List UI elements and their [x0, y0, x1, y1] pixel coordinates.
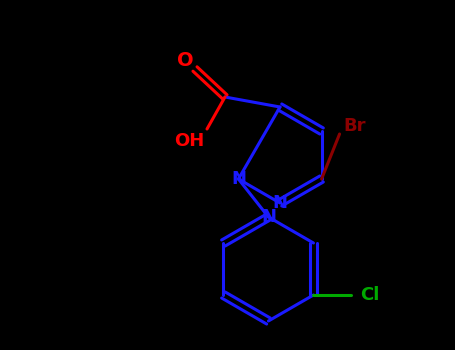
Text: Cl: Cl — [360, 286, 379, 304]
Text: Br: Br — [344, 117, 366, 135]
Text: N: N — [273, 194, 288, 212]
Text: N: N — [261, 208, 276, 226]
Text: O: O — [177, 51, 193, 70]
Text: OH: OH — [174, 132, 204, 150]
Text: N: N — [231, 170, 246, 188]
